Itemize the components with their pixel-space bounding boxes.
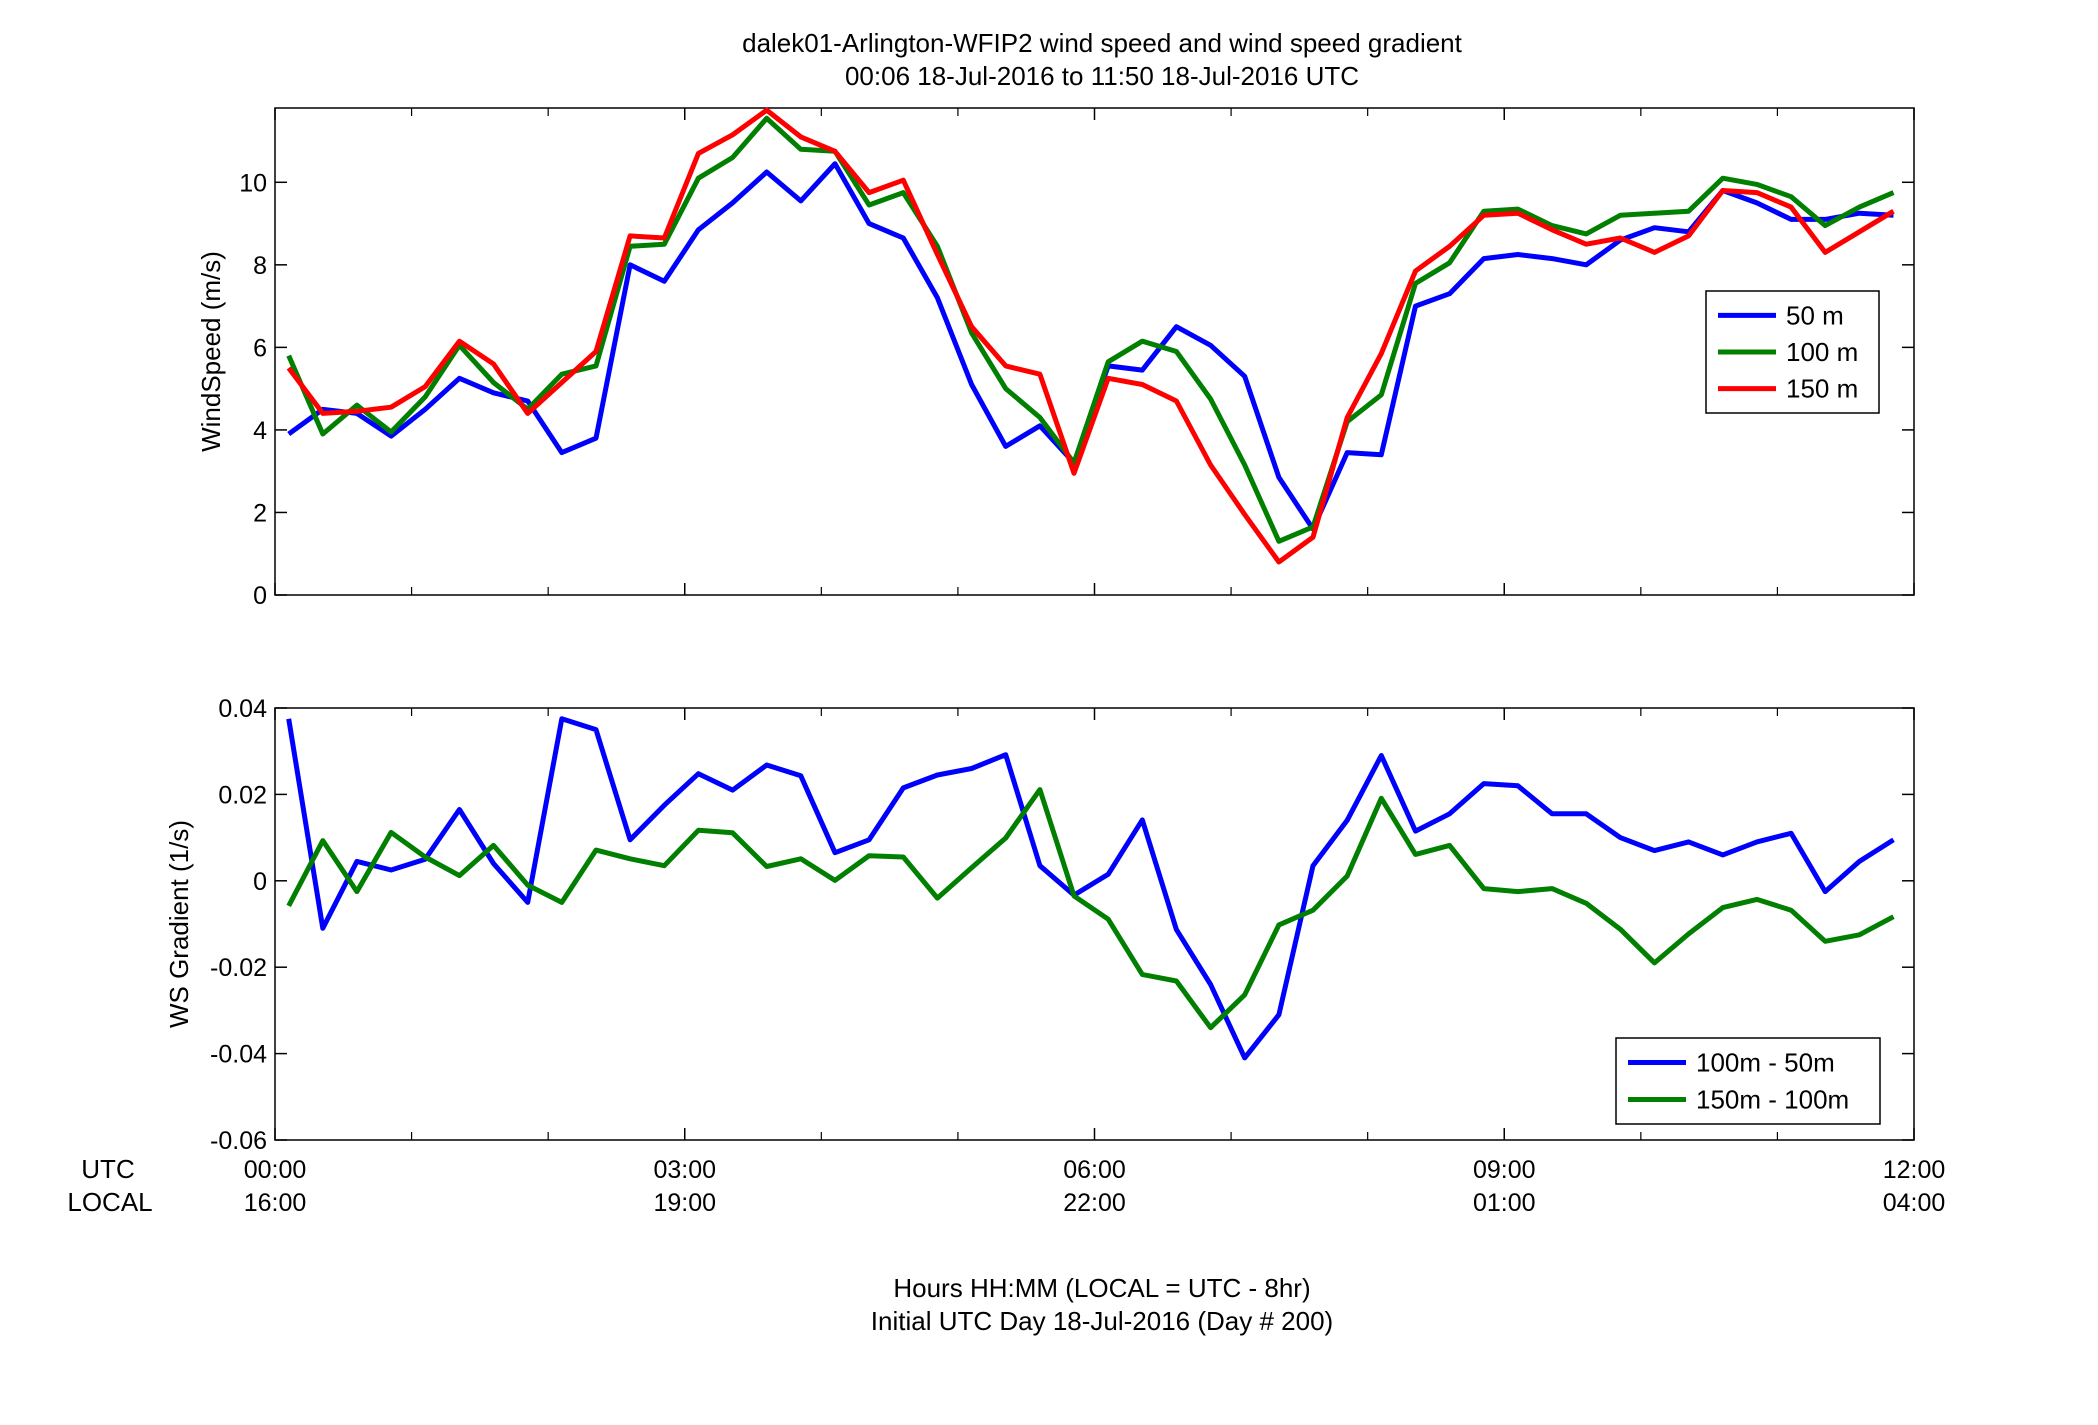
y-tick-label: 8 — [253, 252, 267, 280]
y-tick-label: 4 — [253, 417, 267, 445]
local-row-label: LOCAL — [67, 1187, 152, 1217]
y-tick-label: -0.06 — [210, 1127, 267, 1155]
local-tick-label: 16:00 — [244, 1189, 307, 1217]
utc-tick-label: 12:00 — [1883, 1156, 1946, 1184]
local-tick-label: 04:00 — [1883, 1189, 1946, 1217]
local-tick-label: 01:00 — [1473, 1189, 1536, 1217]
utc-tick-label: 03:00 — [653, 1156, 716, 1184]
y-tick-label: 10 — [239, 169, 267, 197]
local-tick-label: 22:00 — [1063, 1189, 1126, 1217]
utc-tick-label: 00:00 — [244, 1156, 307, 1184]
y-tick-label: 0.04 — [218, 695, 267, 723]
wind-speed-panel: 0 2 4 6 8 10 WindSpeed (m/s) 50 m 100 m 150 m — [196, 107, 1915, 610]
y-axis-label: WS Gradient (1/s) — [164, 820, 194, 1028]
y-tick-label: -0.02 — [210, 954, 267, 982]
y-tick-label: 0 — [253, 868, 267, 896]
y-tick-label: 2 — [253, 499, 267, 527]
utc-row-label: UTC — [81, 1154, 134, 1184]
y-tick-label: -0.04 — [210, 1041, 267, 1069]
legend-label: 150m - 100m — [1696, 1085, 1849, 1115]
legend-label: 100 m — [1786, 337, 1858, 367]
series-line — [286, 115, 1895, 544]
legend-label: 150 m — [1786, 374, 1858, 404]
ws-gradient-panel: -0.06 -0.04 -0.02 0 0.02 0.04 WS Gradient (1/s… — [164, 695, 1915, 1155]
series-line — [286, 716, 1895, 1061]
legend-label: 100m - 50m — [1696, 1048, 1835, 1078]
utc-tick-label: 06:00 — [1063, 1156, 1126, 1184]
series-line — [286, 107, 1895, 565]
chart-subtitle: 00:06 18-Jul-2016 to 11:50 18-Jul-2016 U… — [845, 61, 1359, 91]
utc-tick-label: 09:00 — [1473, 1156, 1536, 1184]
chart-title: dalek01-Arlington-WFIP2 wind speed and w… — [742, 28, 1463, 58]
x-axis-label: Hours HH:MM (LOCAL = UTC - 8hr) — [893, 1273, 1310, 1303]
time-axis-labels: 00:00 16:00 03:00 19:00 06:00 22:00 09:00 01:00… — [244, 1156, 1946, 1217]
y-tick-label: 0 — [253, 582, 267, 610]
legend-label: 50 m — [1786, 300, 1844, 330]
y-tick-label: 6 — [253, 334, 267, 362]
legend-box — [1615, 1037, 1881, 1125]
series-line — [286, 787, 1895, 1031]
local-tick-label: 19:00 — [653, 1189, 716, 1217]
y-axis-label: WindSpeed (m/s) — [196, 251, 226, 452]
x-axis-sublabel: Initial UTC Day 18-Jul-2016 (Day # 200) — [871, 1306, 1333, 1336]
y-tick-label: 0.02 — [218, 781, 267, 809]
